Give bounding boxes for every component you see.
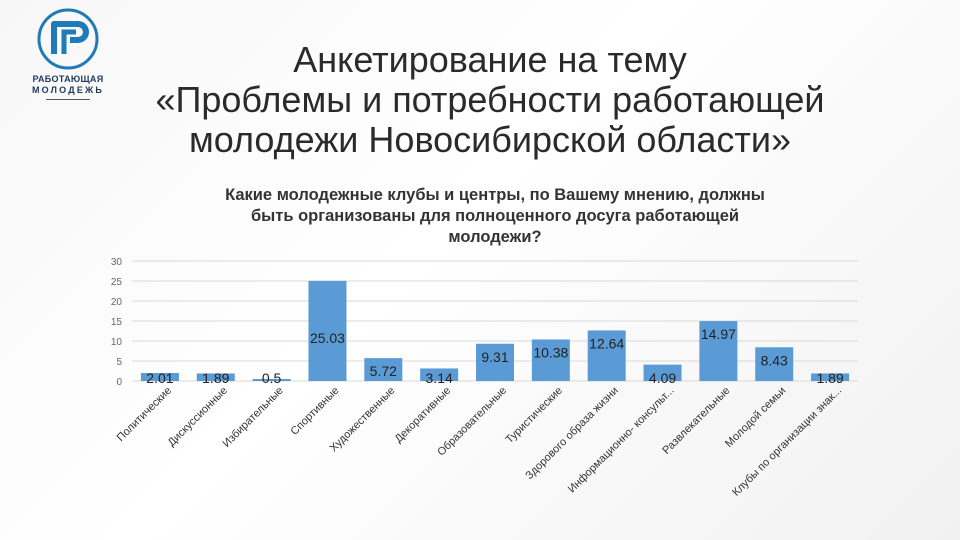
x-tick-label: Избирательные [221,385,286,450]
x-tick-label: Политические [115,385,174,444]
data-label: 0.5 [262,370,282,386]
data-label: 12.64 [589,335,624,351]
bar [196,373,235,381]
bar [252,379,291,381]
logo-mark-icon [37,8,99,70]
data-label: 1.89 [816,370,843,386]
bar [531,339,570,381]
bar [476,343,514,381]
x-tick-label: Информационно- консульт... [566,385,677,496]
data-label: 25.03 [310,330,345,346]
logo-divider [46,99,90,100]
data-label: 5.72 [370,363,397,379]
bar [587,330,626,381]
bar [308,280,347,381]
y-tick-label: 20 [111,297,123,308]
y-tick-label: 0 [116,377,122,388]
y-tick-label: 10 [111,337,123,348]
x-tick-label: Молодой семьи [723,385,788,450]
data-label: 1.89 [202,370,229,386]
logo: РАБОТАЮЩАЯ МОЛОДЕЖЬ [28,8,108,108]
bar [755,347,794,381]
x-tick-label: Клубы по организации знак... [730,385,844,499]
bar [811,373,850,381]
bar [420,368,459,381]
data-label: 8.43 [761,352,788,368]
page-title: Анкетирование на тему «Проблемы и потреб… [155,39,825,160]
logo-text-line1: РАБОТАЮЩАЯ [32,74,104,84]
data-label: 2.01 [146,370,173,386]
y-tick-label: 25 [111,277,123,288]
bar [699,321,738,381]
bar [364,358,403,381]
x-tick-label: Туристические [504,385,565,446]
data-label: 9.31 [481,349,508,365]
y-tick-label: 5 [116,357,122,368]
y-tick-label: 30 [111,257,123,268]
data-label: 14.97 [701,326,736,342]
bar [140,372,179,381]
y-tick-label: 15 [111,317,123,328]
logo-text-line2: МОЛОДЕЖЬ [31,85,105,95]
x-tick-label: Декоративные [393,385,454,446]
bar [643,364,682,381]
x-tick-label: Дискуссионные [166,385,230,449]
data-label: 10.38 [533,344,568,360]
data-label: 4.09 [649,370,676,386]
x-tick-label: Спортивные [289,385,342,438]
x-tick-label: Здорового образа жизни [523,385,620,482]
chart-title: Какие молодежные клубы и центры, по Ваше… [225,186,765,246]
data-label: 3.14 [426,370,453,386]
